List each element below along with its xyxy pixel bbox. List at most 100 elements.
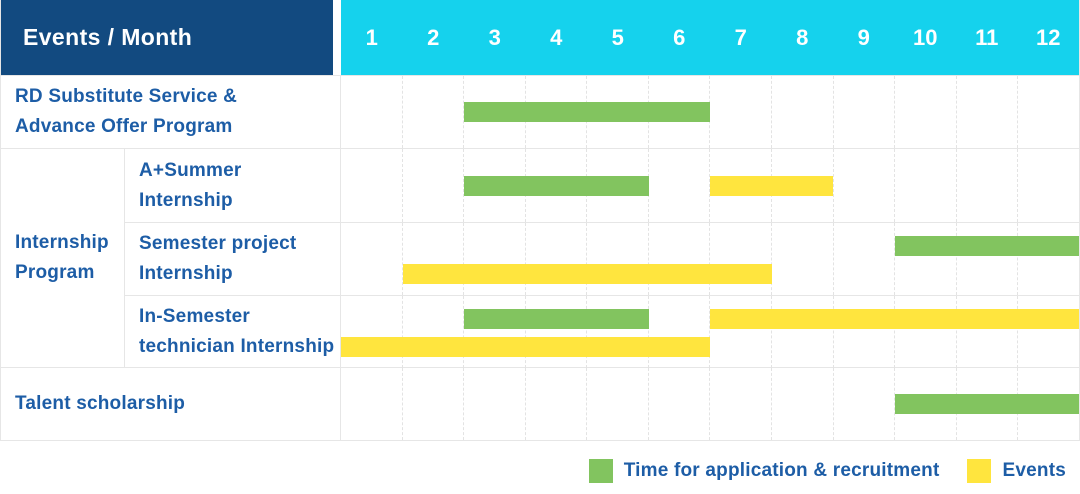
row-label-line: Program bbox=[15, 262, 95, 283]
grid-cell bbox=[586, 296, 648, 368]
gantt-row: In-Semester technician Internship bbox=[125, 295, 1079, 368]
grid-cell bbox=[955, 296, 1018, 368]
row-label: In-Semester technician Internship bbox=[125, 296, 341, 368]
grid-cell bbox=[894, 223, 956, 295]
grid-cell bbox=[463, 149, 525, 222]
month-cell-11: 11 bbox=[975, 24, 999, 50]
row-label-line: Internship bbox=[139, 263, 233, 284]
grid-cell bbox=[709, 149, 771, 222]
grid-cell bbox=[647, 296, 710, 368]
grid-cell bbox=[771, 368, 833, 440]
month-grid bbox=[341, 76, 1079, 148]
grid-cell bbox=[894, 76, 956, 148]
grid-cell bbox=[771, 76, 833, 148]
grid-cell bbox=[341, 76, 402, 148]
grid-cell bbox=[832, 368, 895, 440]
grid-cell bbox=[401, 149, 464, 222]
month-grid bbox=[341, 296, 1079, 368]
grid-cell bbox=[832, 149, 895, 222]
grid-cell bbox=[647, 223, 710, 295]
grid-cell bbox=[1017, 223, 1079, 295]
row-label-line: Talent scholarship bbox=[15, 393, 186, 414]
row-label-line: Internship bbox=[15, 232, 109, 253]
grid-cell bbox=[709, 223, 771, 295]
gantt-row: Semester project Internship bbox=[125, 222, 1079, 295]
gantt-body: RD Substitute Service & Advance Offer Pro… bbox=[1, 75, 1079, 440]
grid-cell bbox=[832, 76, 895, 148]
grid-cell bbox=[524, 223, 587, 295]
grid-cell bbox=[647, 149, 710, 222]
month-cell-7: 7 bbox=[734, 24, 747, 50]
legend-label-application: Time for application & recruitment bbox=[623, 460, 940, 481]
grid-cell bbox=[341, 223, 402, 295]
month-cell-2: 2 bbox=[427, 24, 440, 50]
grid-cell bbox=[401, 223, 464, 295]
grid-cell bbox=[832, 223, 895, 295]
month-cell-3: 3 bbox=[488, 24, 501, 50]
grid-cell bbox=[647, 368, 710, 440]
grid-cell bbox=[832, 296, 895, 368]
month-grid bbox=[341, 223, 1079, 295]
grid-cell bbox=[341, 368, 402, 440]
header-title: Events / Month bbox=[23, 24, 193, 50]
gantt-row: A+Summer Internship bbox=[125, 149, 1079, 222]
month-cell-4: 4 bbox=[550, 24, 563, 50]
application-bar bbox=[894, 236, 1079, 256]
legend-label-events: Events bbox=[1002, 460, 1066, 481]
grid-cell bbox=[1017, 149, 1079, 222]
grid-cell bbox=[586, 223, 648, 295]
gantt-row: RD Substitute Service & Advance Offer Pro… bbox=[1, 75, 1079, 148]
events-color-swatch bbox=[967, 459, 992, 483]
legend: Time for application & recruitment Event… bbox=[0, 449, 1080, 493]
legend-item-application: Time for application & recruitment bbox=[588, 459, 940, 483]
grid-cell bbox=[894, 149, 956, 222]
application-bar bbox=[894, 394, 1079, 414]
header-row: Events / Month 1 2 3 4 5 6 7 8 9 10 11 12 bbox=[1, 0, 1079, 75]
grid-cell bbox=[1017, 76, 1079, 148]
row-label: Semester project Internship bbox=[125, 223, 341, 295]
row-label-line: technician Internship bbox=[139, 336, 335, 357]
grid-cell bbox=[401, 368, 464, 440]
grid-cell bbox=[955, 76, 1018, 148]
month-cell-1: 1 bbox=[365, 24, 378, 50]
grid-cell bbox=[771, 296, 833, 368]
application-bar bbox=[464, 175, 649, 196]
grid-cell bbox=[401, 76, 464, 148]
header-gap bbox=[333, 0, 341, 75]
events-bar bbox=[341, 337, 710, 357]
grid-cell bbox=[894, 296, 956, 368]
month-header: 1 2 3 4 5 6 7 8 9 10 11 12 bbox=[341, 0, 1079, 75]
application-bar bbox=[464, 309, 649, 329]
grid-cell bbox=[341, 149, 402, 222]
grid-cell bbox=[463, 223, 525, 295]
application-color-swatch bbox=[588, 459, 613, 483]
events-bar bbox=[710, 175, 833, 196]
row-label: Talent scholarship bbox=[1, 368, 341, 440]
grid-cell bbox=[771, 223, 833, 295]
group-label: Internship Program bbox=[1, 149, 125, 367]
subrows: A+Summer Internship Semester project Intern… bbox=[125, 149, 1079, 368]
grid-cell bbox=[463, 296, 525, 368]
events-bar bbox=[402, 264, 772, 284]
grid-cell bbox=[524, 368, 587, 440]
legend-item-events: Events bbox=[967, 459, 1066, 483]
events-month-header-cell: Events / Month bbox=[1, 0, 333, 75]
month-cell-6: 6 bbox=[673, 24, 686, 50]
row-label-line: A+Summer bbox=[139, 159, 242, 181]
row-group: Internship Program A+Summer Internship Semes… bbox=[1, 148, 1079, 368]
month-cell-5: 5 bbox=[611, 24, 624, 50]
row-label: A+Summer Internship bbox=[125, 149, 341, 222]
gantt-table: Events / Month 1 2 3 4 5 6 7 8 9 10 11 12 RD Substi… bbox=[0, 0, 1080, 441]
application-bar bbox=[464, 102, 710, 122]
row-label: RD Substitute Service & Advance Offer Pro… bbox=[1, 76, 341, 148]
row-label-line: RD Substitute Service & bbox=[15, 86, 238, 107]
grid-cell bbox=[463, 368, 525, 440]
grid-cell bbox=[955, 149, 1018, 222]
month-cell-12: 12 bbox=[1036, 24, 1061, 50]
grid-cell bbox=[401, 296, 464, 368]
grid-cell bbox=[709, 76, 771, 148]
grid-cell bbox=[955, 223, 1018, 295]
grid-cell bbox=[1017, 296, 1079, 368]
month-cell-8: 8 bbox=[796, 24, 809, 50]
